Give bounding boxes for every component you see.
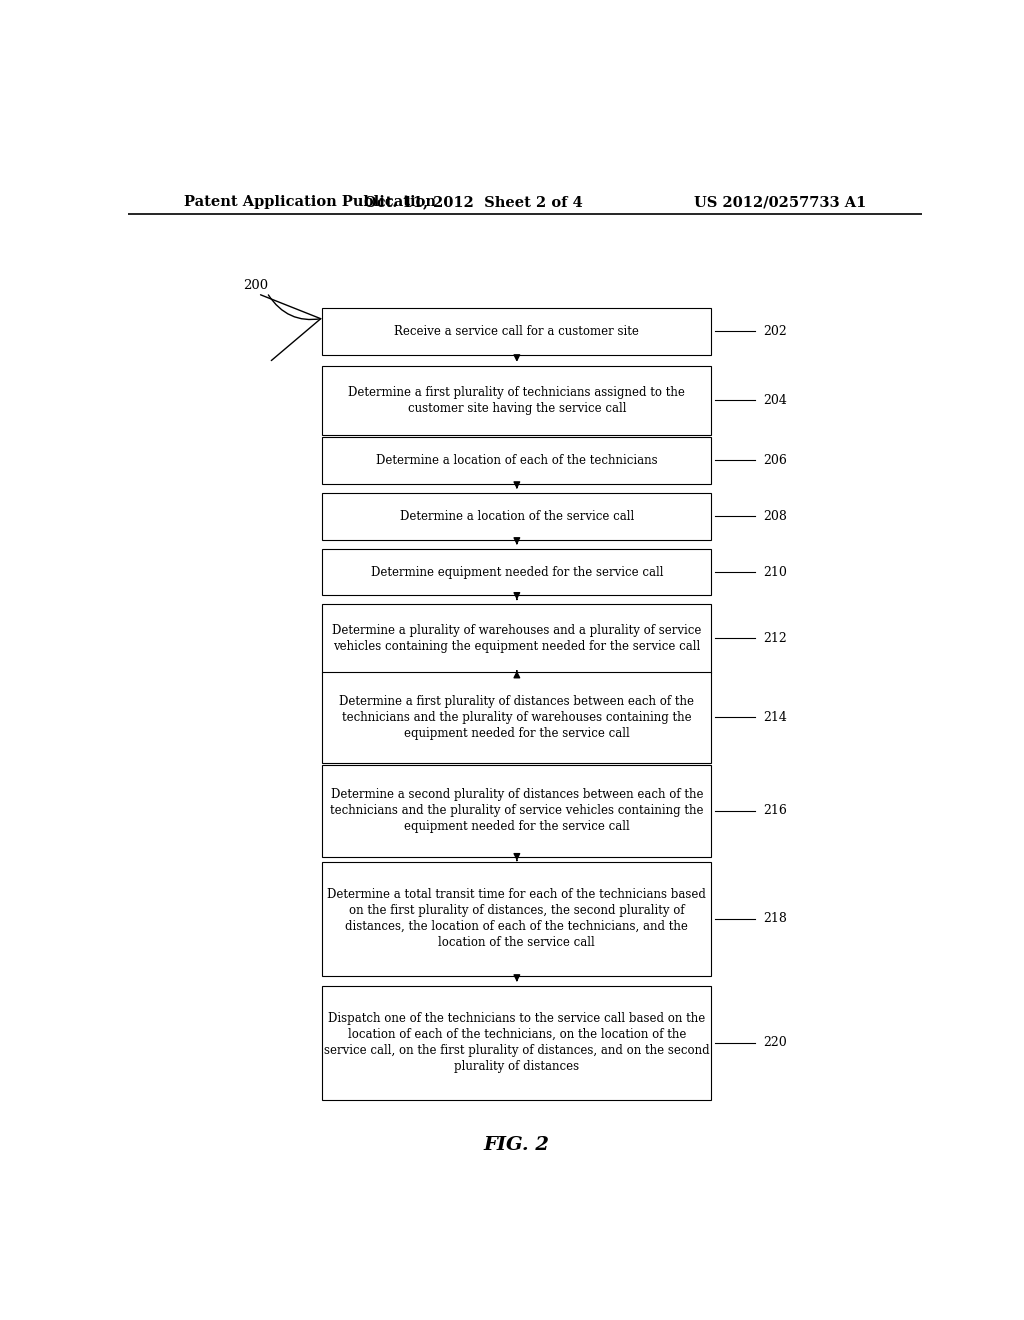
Text: Determine a location of each of the technicians: Determine a location of each of the tech… (376, 454, 657, 467)
Text: 206: 206 (763, 454, 786, 467)
Bar (323, 308, 712, 355)
Text: Dispatch one of the technicians to the service call based on the
location of eac: Dispatch one of the technicians to the s… (324, 1012, 710, 1073)
Text: Determine equipment needed for the service call: Determine equipment needed for the servi… (371, 565, 664, 578)
Bar (323, 862, 712, 975)
Bar (323, 492, 712, 540)
Text: Oct. 11, 2012  Sheet 2 of 4: Oct. 11, 2012 Sheet 2 of 4 (364, 195, 583, 209)
Bar (323, 437, 712, 483)
Text: Determine a location of the service call: Determine a location of the service call (399, 510, 634, 523)
Text: US 2012/0257733 A1: US 2012/0257733 A1 (693, 195, 866, 209)
Text: Determine a total transit time for each of the technicians based
on the first pl: Determine a total transit time for each … (328, 888, 707, 949)
Bar (323, 986, 712, 1100)
Bar (323, 766, 712, 857)
Bar (323, 549, 712, 595)
Text: Receive a service call for a customer site: Receive a service call for a customer si… (394, 325, 639, 338)
Text: Determine a plurality of warehouses and a plurality of service
vehicles containi: Determine a plurality of warehouses and … (332, 623, 701, 652)
Text: FIG. 2: FIG. 2 (484, 1137, 550, 1154)
Text: 202: 202 (763, 325, 786, 338)
Text: 210: 210 (763, 565, 786, 578)
Text: 212: 212 (763, 632, 786, 644)
Bar (323, 366, 712, 434)
Text: 216: 216 (763, 804, 786, 817)
Text: Determine a first plurality of technicians assigned to the
customer site having : Determine a first plurality of technicia… (348, 385, 685, 414)
Text: 214: 214 (763, 711, 786, 723)
Text: 220: 220 (763, 1036, 786, 1049)
Text: 208: 208 (763, 510, 786, 523)
Bar (323, 603, 712, 673)
Text: 204: 204 (763, 393, 786, 407)
Text: Determine a second plurality of distances between each of the
technicians and th: Determine a second plurality of distance… (330, 788, 703, 833)
Text: Patent Application Publication: Patent Application Publication (183, 195, 435, 209)
FancyArrowPatch shape (260, 294, 321, 360)
Bar (323, 672, 712, 763)
Text: 200: 200 (243, 279, 268, 292)
Text: 218: 218 (763, 912, 786, 925)
Text: Determine a first plurality of distances between each of the
technicians and the: Determine a first plurality of distances… (339, 694, 694, 741)
